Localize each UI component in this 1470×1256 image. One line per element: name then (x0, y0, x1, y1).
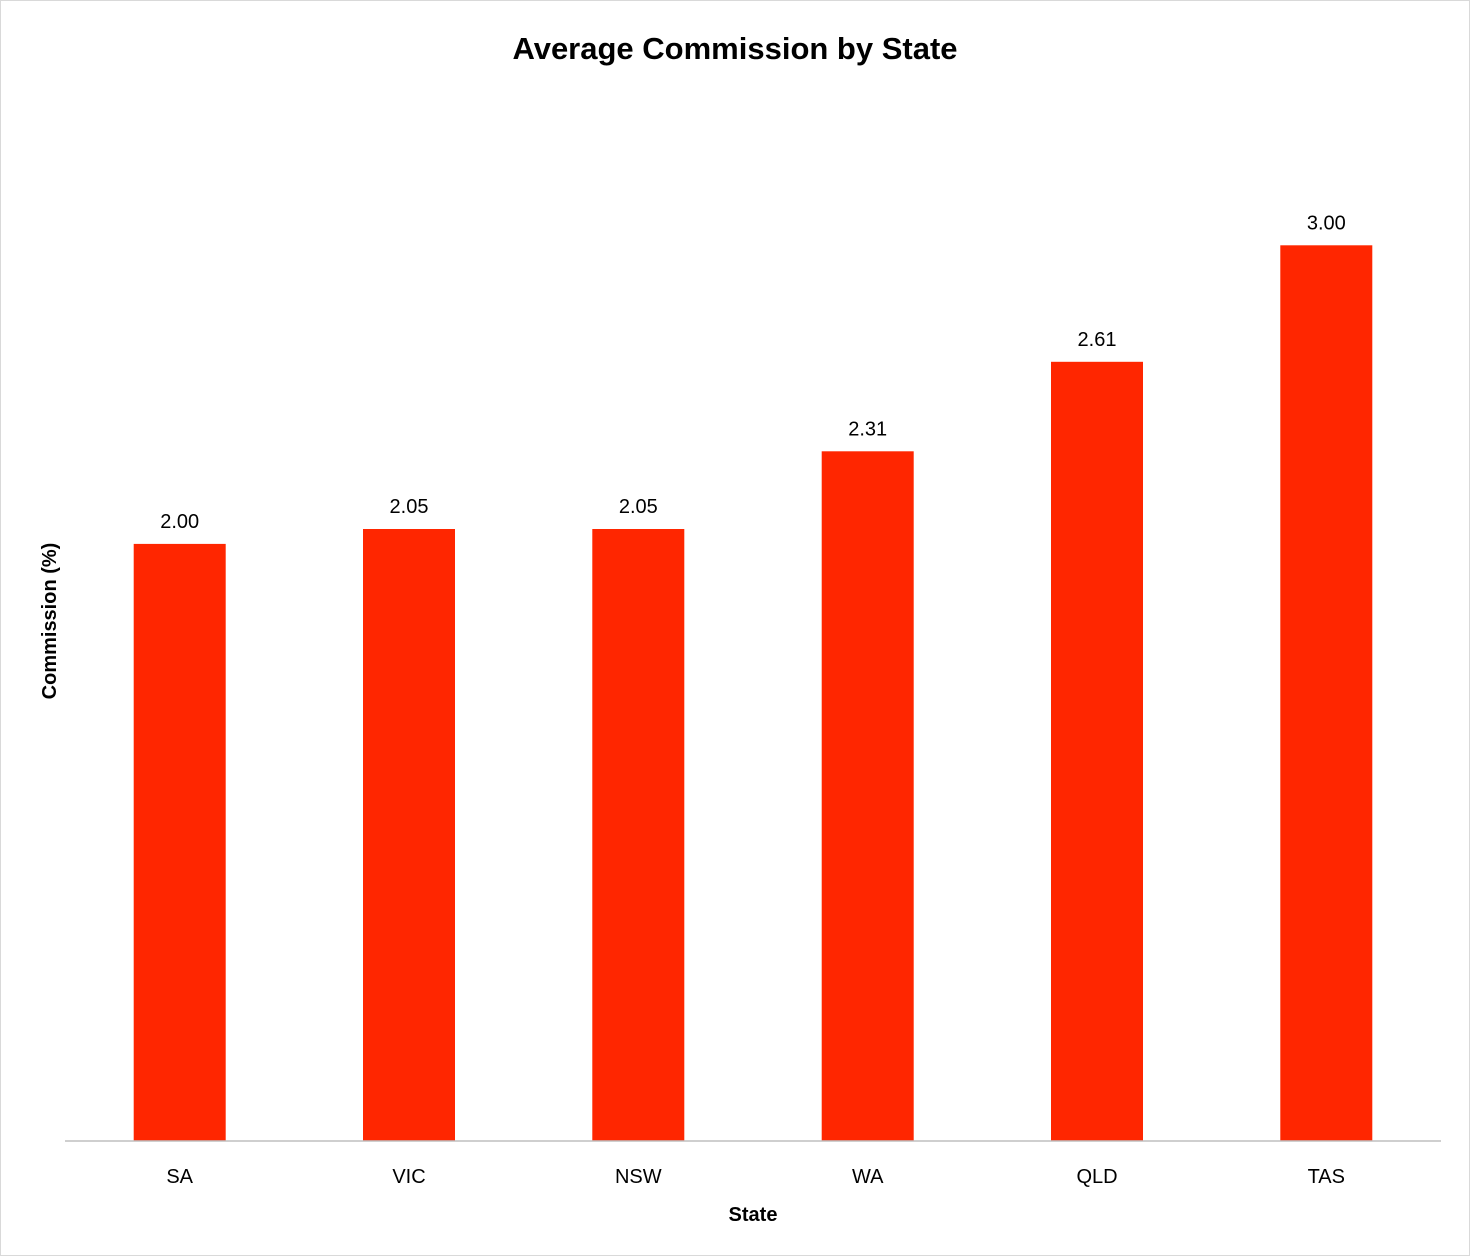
x-tick-label-tas: TAS (1308, 1166, 1345, 1188)
bar-tas (1280, 245, 1373, 1142)
data-labels-group: 2.00 2.05 2.05 2.31 2.61 3.00 (160, 212, 1346, 533)
x-tick-label-wa: WA (852, 1166, 884, 1188)
bars-group (133, 245, 1373, 1142)
x-tick-label-sa: SA (166, 1166, 193, 1188)
data-label-wa: 2.31 (848, 418, 887, 440)
x-tick-label-qld: QLD (1076, 1166, 1117, 1188)
x-axis-title: State (729, 1204, 778, 1226)
x-tick-label-nsw: NSW (615, 1166, 662, 1188)
x-tick-labels-group: SA VIC NSW WA QLD TAS (166, 1166, 1345, 1188)
data-label-vic: 2.05 (390, 496, 429, 518)
y-axis-title: Commission (%) (39, 543, 61, 700)
bar-wa (821, 451, 914, 1141)
data-label-sa: 2.00 (160, 511, 199, 533)
data-label-tas: 3.00 (1307, 212, 1346, 234)
bar-qld (1051, 361, 1143, 1141)
bar-vic (363, 529, 455, 1141)
bar-nsw (592, 529, 685, 1141)
bar-sa (133, 543, 226, 1141)
chart-title: Average Commission by State (512, 31, 957, 66)
x-tick-label-vic: VIC (392, 1166, 425, 1188)
data-label-qld: 2.61 (1078, 329, 1117, 351)
data-label-nsw: 2.05 (619, 496, 658, 518)
